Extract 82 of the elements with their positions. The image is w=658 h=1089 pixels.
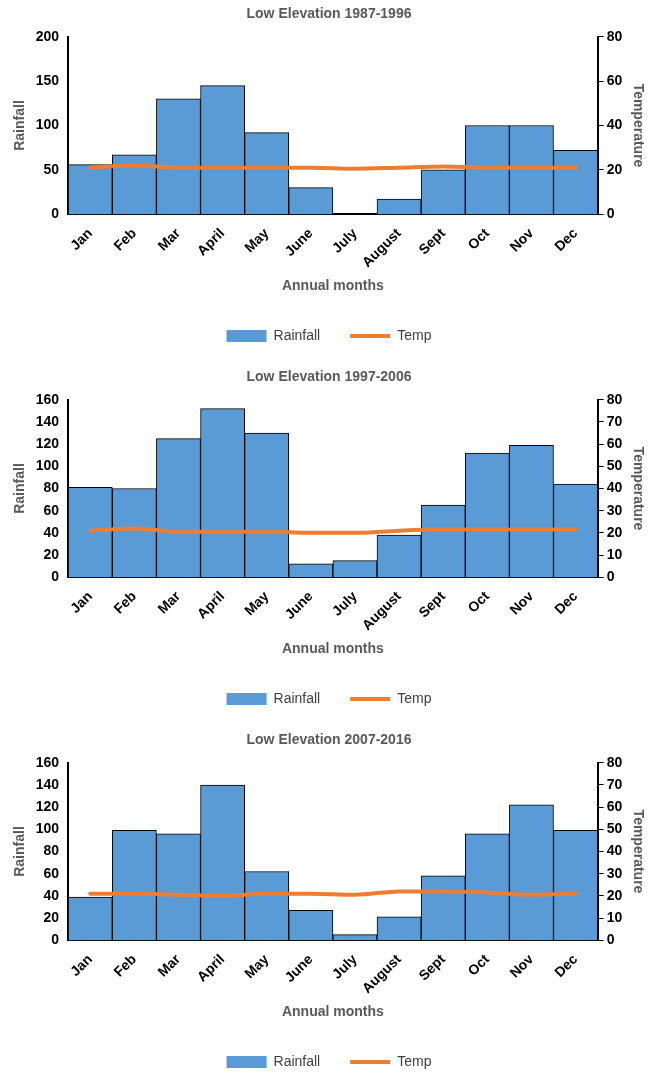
y-tick-label: 200 xyxy=(35,27,60,44)
y-tick-label: 40 xyxy=(43,523,60,540)
legend-label: Rainfall xyxy=(273,326,321,343)
y2-tick-label: 70 xyxy=(606,775,623,792)
y2-tick-label: 80 xyxy=(606,753,623,770)
y2-tick-label: 0 xyxy=(606,568,615,585)
y2-tick-label: 40 xyxy=(606,842,623,859)
x-axis-title: Annual months xyxy=(281,277,385,294)
legend-label: Rainfall xyxy=(273,689,321,706)
y-tick-label: 40 xyxy=(43,886,60,903)
y2-tick-label: 80 xyxy=(606,390,623,407)
y-tick-label: 140 xyxy=(35,412,60,429)
y2-tick-label: 50 xyxy=(606,457,623,474)
y-tick-label: 80 xyxy=(43,842,60,859)
legend-label: Rainfall xyxy=(273,1052,321,1069)
x-tick-label: Mar xyxy=(154,224,184,254)
y2-tick-label: 20 xyxy=(606,523,623,540)
x-tick-label: Oct xyxy=(464,224,493,253)
y2-tick-label: 10 xyxy=(606,908,623,925)
y-tick-label: 150 xyxy=(35,72,60,89)
y2-tick-label: 70 xyxy=(606,412,623,429)
y2-axis-title: Temperature xyxy=(630,446,647,531)
y-axis-title: Rainfall xyxy=(11,100,28,151)
y-tick-label: 60 xyxy=(43,501,60,518)
x-tick-label: Mar xyxy=(154,587,184,617)
y-tick-label: 0 xyxy=(51,205,60,222)
y2-tick-label: 20 xyxy=(606,886,623,903)
x-tick-label: Oct xyxy=(464,950,493,979)
y-tick-label: 60 xyxy=(43,864,60,881)
y2-tick-label: 20 xyxy=(606,160,623,177)
x-tick-label: Nov xyxy=(506,950,537,981)
x-tick-label: Jan xyxy=(66,950,96,980)
y2-tick-label: 60 xyxy=(606,798,623,815)
x-tick-label: Jan xyxy=(66,587,96,617)
y-tick-label: 120 xyxy=(35,798,60,815)
x-tick-label: Feb xyxy=(110,224,140,254)
y-tick-label: 80 xyxy=(43,479,60,496)
x-tick-label: Dec xyxy=(550,587,581,618)
x-axis-title: Annual months xyxy=(281,1003,385,1020)
chart-title: Low Elevation 2007-2016 xyxy=(246,731,412,748)
y2-tick-label: 40 xyxy=(606,116,623,133)
y-tick-label: 0 xyxy=(51,568,60,585)
y-tick-label: 160 xyxy=(35,390,60,407)
x-tick-label: Mar xyxy=(154,950,184,980)
y2-axis-title: Temperature xyxy=(630,83,647,168)
x-tick-label: Dec xyxy=(550,224,581,255)
y2-tick-label: 50 xyxy=(606,820,623,837)
y-tick-label: 120 xyxy=(35,435,60,452)
y2-tick-label: 60 xyxy=(606,435,623,452)
y-axis-title: Rainfall xyxy=(11,826,28,877)
y2-tick-label: 80 xyxy=(606,27,623,44)
y2-tick-label: 10 xyxy=(606,545,623,562)
legend-label: Temp xyxy=(397,326,432,343)
y-tick-label: 100 xyxy=(35,820,60,837)
x-tick-label: Jan xyxy=(66,224,96,254)
chart-title: Low Elevation 1987-1996 xyxy=(246,5,412,22)
y-tick-label: 20 xyxy=(43,545,60,562)
x-tick-label: Feb xyxy=(110,950,140,980)
x-tick-label: Oct xyxy=(464,587,493,616)
y2-tick-label: 0 xyxy=(606,931,615,948)
y-tick-label: 100 xyxy=(35,457,60,474)
x-tick-label: Nov xyxy=(506,587,537,618)
y2-tick-label: 60 xyxy=(606,72,623,89)
chart-title: Low Elevation 1997-2006 xyxy=(246,368,412,385)
y-axis-title: Rainfall xyxy=(11,463,28,514)
y2-tick-label: 30 xyxy=(606,501,623,518)
x-tick-label: Nov xyxy=(506,224,537,255)
y2-axis-title: Temperature xyxy=(630,809,647,894)
y-tick-label: 20 xyxy=(43,908,60,925)
x-tick-label: Feb xyxy=(110,587,140,617)
x-tick-label: Dec xyxy=(550,950,581,981)
legend-label: Temp xyxy=(397,1052,432,1069)
y-tick-label: 160 xyxy=(35,753,60,770)
y-tick-label: 0 xyxy=(51,931,60,948)
y-tick-label: 100 xyxy=(35,116,60,133)
x-axis-title: Annual months xyxy=(281,640,385,657)
y-tick-label: 140 xyxy=(35,775,60,792)
y2-tick-label: 40 xyxy=(606,479,623,496)
y2-tick-label: 0 xyxy=(606,205,615,222)
y2-tick-label: 30 xyxy=(606,864,623,881)
y-tick-label: 50 xyxy=(43,160,60,177)
legend-label: Temp xyxy=(397,689,432,706)
